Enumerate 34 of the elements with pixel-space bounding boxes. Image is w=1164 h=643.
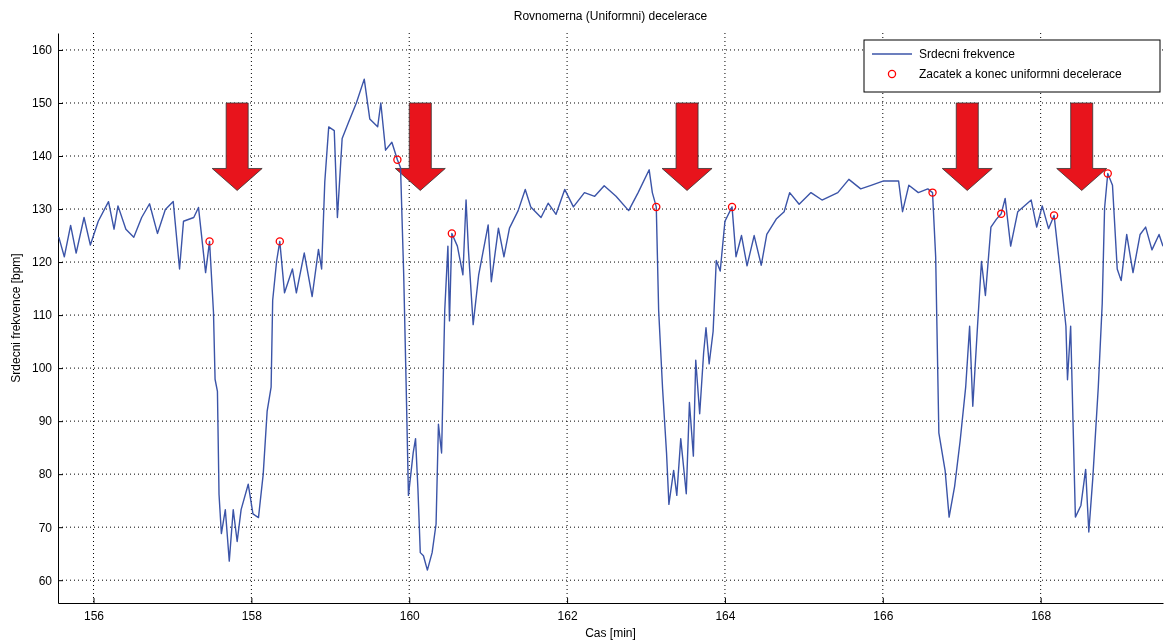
legend-label: Zacatek a konec uniformni decelerace <box>919 67 1123 81</box>
point <box>275 237 285 246</box>
point <box>996 209 1006 219</box>
point <box>1103 169 1112 178</box>
y-tick-label: 140 <box>31 149 53 164</box>
y-tick-label: 90 <box>38 414 53 429</box>
x-tick-label: 162 <box>557 608 578 623</box>
y-tick-label: 60 <box>38 573 53 588</box>
x-tick-label: 168 <box>1031 608 1052 623</box>
y-tick-label: 150 <box>31 96 53 111</box>
chart-title: Rovnomerna (Uniformni) decelerace <box>513 9 708 23</box>
y-tick-label: 120 <box>31 255 53 270</box>
y-tick-label: 70 <box>38 520 53 535</box>
point <box>1049 211 1059 220</box>
legend-label: Srdecni frekvence <box>919 47 1016 61</box>
point <box>447 229 457 238</box>
point <box>928 188 937 197</box>
point <box>727 202 737 212</box>
point <box>652 202 661 212</box>
y-tick-label: 110 <box>32 308 53 323</box>
x-tick-label: 158 <box>241 608 263 623</box>
line-series <box>58 78 1163 571</box>
x-tick-label: 160 <box>399 608 421 623</box>
y-tick-label: 100 <box>31 361 53 376</box>
point <box>205 237 214 246</box>
x-tick-label: 156 <box>84 608 105 623</box>
y-tick-label: 80 <box>38 467 53 482</box>
y-axis-title: Srdecni frekvence [bpm] <box>9 253 23 383</box>
y-tick-label: 130 <box>31 202 53 217</box>
x-tick-label: 166 <box>873 608 894 623</box>
point <box>393 155 402 164</box>
y-tick-label: 160 <box>31 43 53 58</box>
x-axis-title: Cas [min] <box>585 626 636 640</box>
x-tick-label: 164 <box>715 608 736 623</box>
